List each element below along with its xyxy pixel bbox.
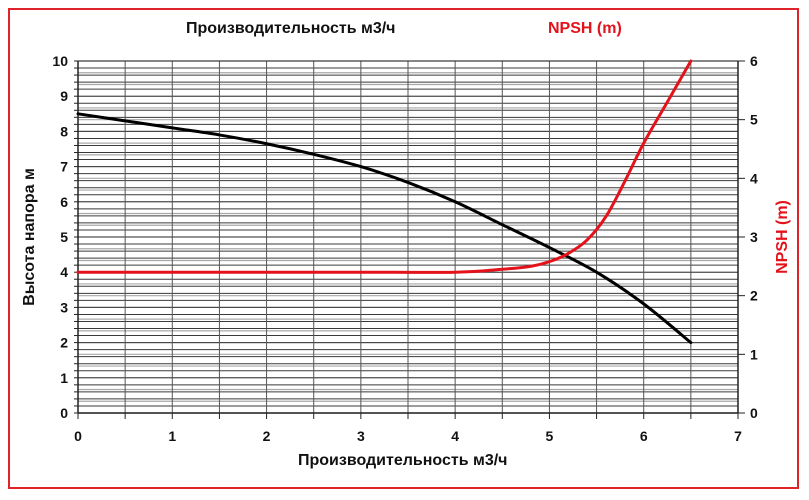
y-tick-label: 0 (60, 405, 68, 421)
y-tick-label: 3 (60, 299, 68, 315)
chart-frame (8, 8, 799, 489)
head-curve (76, 112, 693, 345)
y2-tick-label: 4 (750, 170, 758, 186)
x-tick-label: 5 (546, 428, 554, 444)
x-tick-label: 1 (168, 428, 176, 444)
x-axis-label: Производительность м3/ч (298, 452, 508, 469)
y-tick-label: 4 (60, 264, 68, 280)
x-tick-label: 3 (357, 428, 365, 444)
y-tick-label: 8 (60, 123, 68, 139)
x-tick-label: 4 (451, 428, 459, 444)
x-tick-label: 6 (640, 428, 648, 444)
npsh-curve (76, 59, 693, 274)
y2-tick-label: 1 (750, 346, 758, 362)
x-tick-label: 7 (734, 428, 742, 444)
y2-tick-label: 6 (750, 53, 758, 69)
chart-title: Производительность м3/ч (186, 20, 396, 37)
y-tick-label: 5 (60, 229, 68, 245)
y-tick-label: 9 (60, 88, 68, 104)
y2-tick-label: 0 (750, 405, 758, 421)
x-tick-label: 2 (263, 428, 271, 444)
y2-tick-label: 2 (750, 288, 758, 304)
x-tick-label: 0 (74, 428, 82, 444)
y-tick-label: 10 (52, 53, 68, 69)
y2-tick-label: 5 (750, 112, 758, 128)
y-tick-label: 2 (60, 335, 68, 351)
y-tick-label: 7 (60, 159, 68, 175)
y-tick-label: 1 (60, 370, 68, 386)
npsh-title: NPSH (m) (548, 20, 622, 37)
y2-tick-label: 3 (750, 229, 758, 245)
y-tick-label: 6 (60, 194, 68, 210)
